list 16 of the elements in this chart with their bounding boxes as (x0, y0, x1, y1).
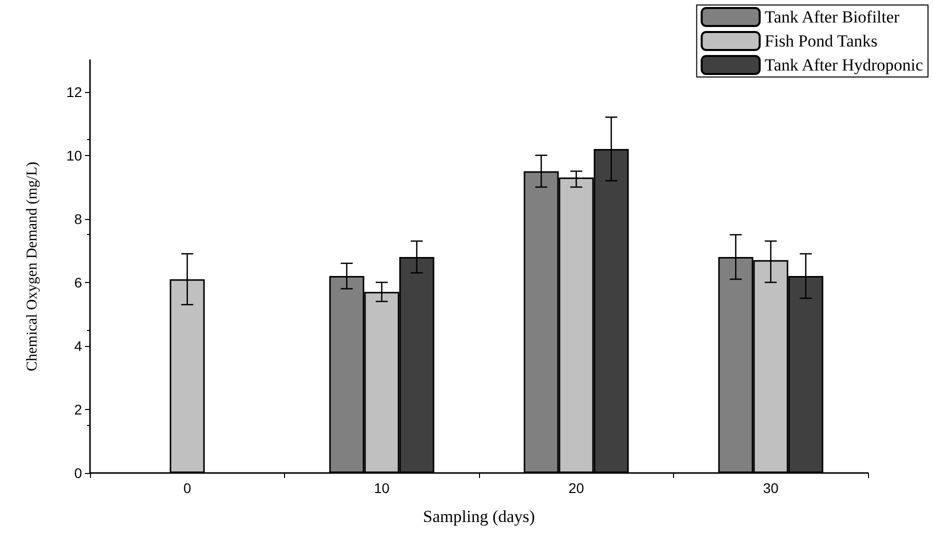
legend-label: Fish Pond Tanks (764, 32, 878, 50)
legend-label: Tank After Hydroponic (764, 56, 924, 74)
x-tick-label: 0 (183, 480, 192, 496)
y-tick-label: 0 (74, 465, 82, 481)
x-axis-title: Sampling (days) (423, 507, 535, 526)
y-tick-label: 2 (74, 401, 82, 418)
y-tick-label: 12 (66, 84, 82, 100)
y-tick-label: 6 (74, 274, 82, 290)
y-tick-label: 10 (66, 147, 82, 164)
y-axis-title: Chemical Oxygen Demand (mg/L) (24, 162, 40, 372)
y-tick-label: 4 (74, 338, 82, 354)
x-tick-label: 30 (762, 480, 779, 496)
legend-label: Tank After Biofilter (764, 8, 900, 26)
y-tick-label: 8 (74, 210, 82, 227)
x-tick-label: 20 (568, 480, 584, 496)
x-tick-label: 10 (374, 480, 390, 496)
